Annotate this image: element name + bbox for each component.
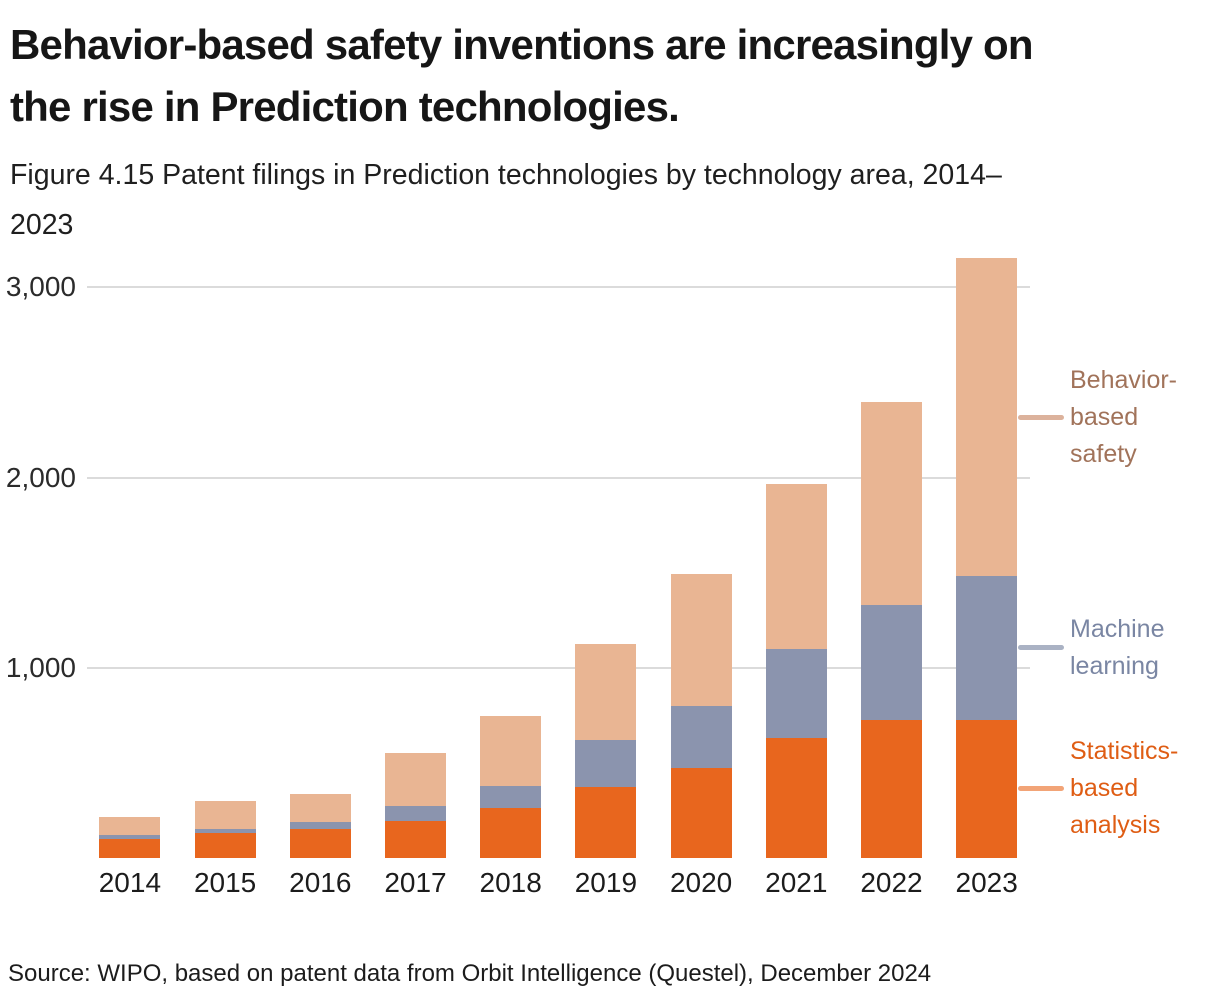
x-tick-label-2014: 2014: [98, 867, 162, 898]
bar-segment-2022-statistics-based-analysis: [861, 720, 922, 858]
bar-segment-2017-behavior-based-safety: [385, 753, 446, 807]
legend-label-machine-learning: Machine learning: [1070, 611, 1220, 685]
x-tick-label-2015: 2015: [193, 867, 257, 898]
bar-segment-2017-machine-learning: [385, 806, 446, 821]
legend-label-behavior-based-safety-line-3: safety: [1070, 439, 1137, 468]
bar-segment-2020-behavior-based-safety: [670, 574, 732, 707]
bar-segment-2016-behavior-based-safety: [289, 793, 351, 823]
x-tick-label-2016: 2016: [289, 867, 352, 898]
x-tick-label-2021: 2021: [765, 867, 828, 898]
legend-tick-statistics-based-analysis: [1018, 786, 1064, 792]
bar-segment-2022-machine-learning: [861, 604, 922, 721]
legend-label-statistics-based-analysis-line-1: Statistics-: [1070, 737, 1179, 766]
legend-label-statistics-based-analysis: Statistics-based analysis: [1070, 733, 1220, 844]
legend-label-machine-learning-line-1: Machine: [1070, 614, 1165, 643]
bar-segment-2015-behavior-based-safety: [194, 800, 256, 829]
y-gridline-1000: [87, 666, 1030, 669]
x-tick-label-2018: 2018: [479, 867, 542, 898]
y-gridline-2000: [87, 476, 1030, 479]
figure-caption-line-2: 2023: [10, 209, 74, 241]
legend-label-behavior-based-safety-line-2: based: [1070, 402, 1139, 431]
legend-tick-machine-learning: [1018, 645, 1064, 651]
figure-caption-line-1: Figure 4.15 Patent filings in Prediction…: [10, 159, 1002, 191]
bar-segment-2019-behavior-based-safety: [575, 644, 637, 741]
legend-label-statistics-based-analysis-line-3: analysis: [1070, 811, 1161, 840]
bar-segment-2020-machine-learning: [670, 706, 732, 769]
bar-segment-2018-machine-learning: [480, 786, 542, 809]
bar-segment-2017-statistics-based-analysis: [385, 820, 446, 858]
y-tick-label-1000: 1,000: [5, 651, 76, 683]
legend-label-machine-learning-line-2: learning: [1070, 651, 1159, 680]
x-tick-label-2022: 2022: [860, 867, 923, 898]
x-tick-label-2020: 2020: [669, 867, 733, 898]
bar-segment-2014-behavior-based-safety: [99, 817, 161, 835]
bar-segment-2021-behavior-based-safety: [765, 484, 827, 649]
bar-segment-2014-statistics-based-analysis: [99, 839, 161, 858]
bar-segment-2018-behavior-based-safety: [480, 716, 542, 787]
bar-segment-2019-statistics-based-analysis: [575, 787, 637, 858]
bar-segment-2023-statistics-based-analysis: [956, 719, 1018, 858]
legend-label-statistics-based-analysis-line-2: based: [1070, 774, 1139, 803]
bar-segment-2018-statistics-based-analysis: [480, 808, 542, 858]
figure-caption: Figure 4.15 Patent filings in Prediction…: [10, 150, 1205, 250]
bar-segment-2021-statistics-based-analysis: [765, 738, 827, 858]
bar-segment-2016-statistics-based-analysis: [289, 828, 351, 858]
legend-label-behavior-based-safety-line-1: Behavior-: [1070, 365, 1177, 394]
source-note: Source: WIPO, based on patent data from …: [8, 960, 932, 987]
bar-segment-2019-machine-learning: [575, 740, 637, 788]
bar-segment-2021-machine-learning: [765, 648, 827, 739]
x-tick-label-2017: 2017: [384, 867, 447, 898]
bar-segment-2023-machine-learning: [956, 575, 1018, 720]
x-tick-label-2019: 2019: [574, 867, 638, 898]
legend-label-behavior-based-safety: Behavior-based safety: [1070, 362, 1220, 473]
y-tick-label-3000: 3,000: [5, 271, 76, 303]
bar-segment-2015-statistics-based-analysis: [194, 833, 256, 858]
page-title-line-1: Behavior-based safety inventions are inc…: [10, 21, 1034, 68]
bar-segment-2023-behavior-based-safety: [956, 258, 1018, 576]
bar-segment-2014-machine-learning: [99, 834, 161, 840]
page-title-line-2: the rise in Prediction technologies.: [10, 83, 680, 130]
bar-segment-2016-machine-learning: [289, 822, 351, 829]
x-tick-label-2023: 2023: [955, 867, 1018, 898]
bar-segment-2015-machine-learning: [194, 828, 256, 834]
y-tick-label-2000: 2,000: [5, 461, 76, 493]
y-gridline-3000: [87, 286, 1030, 289]
bar-segment-2020-statistics-based-analysis: [670, 768, 732, 858]
legend-tick-behavior-based-safety: [1018, 414, 1064, 420]
bar-segment-2022-behavior-based-safety: [861, 402, 922, 605]
page-title: Behavior-based safety inventions are inc…: [10, 14, 1205, 138]
